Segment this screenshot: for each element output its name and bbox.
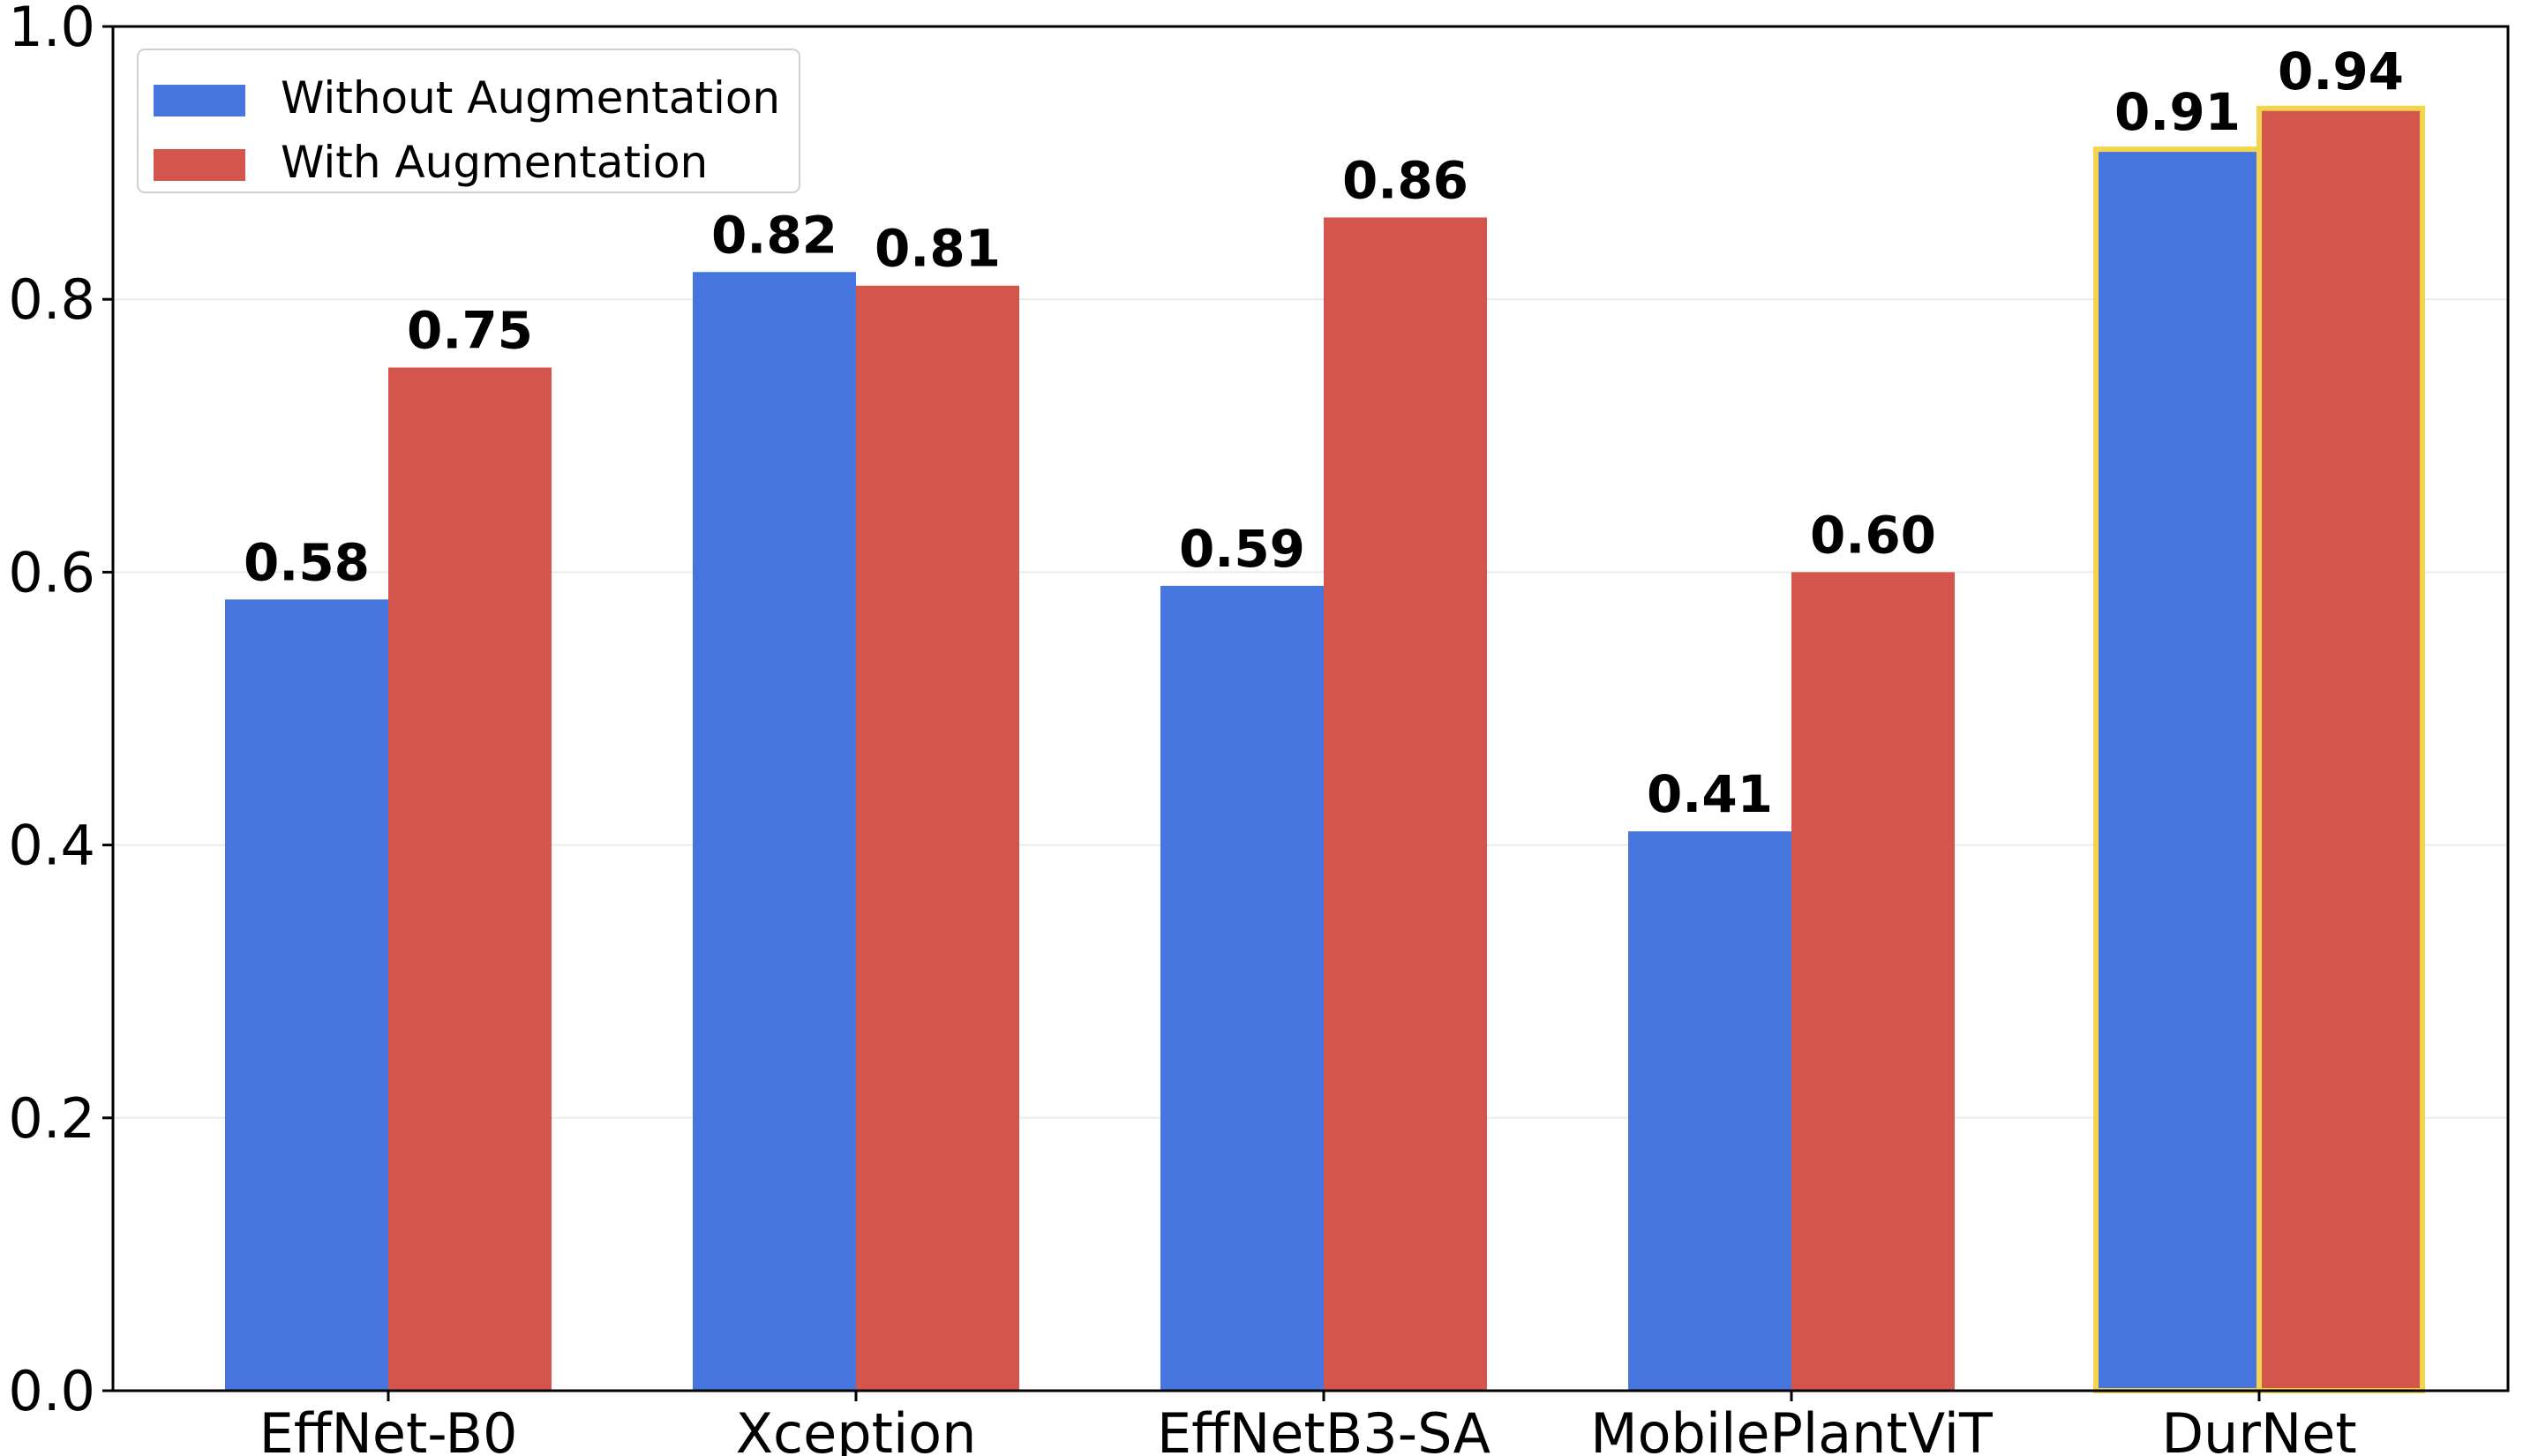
legend-box [137,49,800,193]
value-label: 0.58 [244,532,370,592]
value-label: 0.60 [1810,505,1936,565]
y-tick-label: 0.8 [8,267,95,332]
y-tick-label: 0.4 [8,814,95,878]
x-tick-label: EffNet-B0 [259,1401,518,1456]
x-axis: EffNet-B0 Xception EffNetB3-SA MobilePlantV… [259,1391,2357,1456]
bar-xception-without-augmentation [693,272,856,1391]
value-label: 0.81 [875,219,1001,279]
plot-frame [111,25,2510,1392]
bars [225,105,2425,1393]
legend: Without Augmentation With Augmentation [137,49,800,193]
y-axis: 0.0 0.2 0.4 0.6 0.8 1.0 [8,0,113,1423]
x-tick-label: MobilePlantViT [1590,1401,1994,1456]
x-tick-label: EffNetB3-SA [1157,1401,1491,1456]
value-label: 0.82 [711,205,837,265]
bar-xception-with-augmentation [856,285,1019,1391]
value-label: 0.94 [2278,41,2404,101]
value-label: 0.86 [1342,150,1468,210]
bar-durnet-with-augmentation [2256,105,2425,1393]
bar-durnet-without-augmentation [2093,146,2262,1393]
value-label: 0.59 [1179,519,1305,579]
legend-swatch [154,149,245,181]
legend-label: Without Augmentation [281,72,780,124]
value-label: 0.75 [407,301,533,361]
bar-mobileplantvit-without-augmentation [1628,831,1791,1391]
legend-swatch [154,85,245,116]
bar-effnetb3-sa-with-augmentation [1324,217,1487,1392]
bar-effnetb3-sa-without-augmentation [1160,585,1324,1391]
value-labels: 0.58 0.75 0.82 0.81 0.59 0.86 0.41 0.60 0.91 0.94 [244,41,2404,824]
bar-effnet-b0-with-augmentation [388,367,552,1391]
y-tick-label: 1.0 [8,0,95,59]
x-tick-label: Xception [736,1401,977,1456]
value-label: 0.41 [1647,764,1773,824]
x-tick-label: DurNet [2161,1401,2356,1456]
y-tick-label: 0.0 [8,1359,95,1423]
legend-label: With Augmentation [281,137,708,188]
bar-mobileplantvit-with-augmentation [1791,572,1955,1391]
y-tick-label: 0.2 [8,1086,95,1151]
value-label: 0.91 [2114,82,2241,142]
bar-effnet-b0-without-augmentation [225,599,388,1391]
y-tick-label: 0.6 [8,540,95,604]
